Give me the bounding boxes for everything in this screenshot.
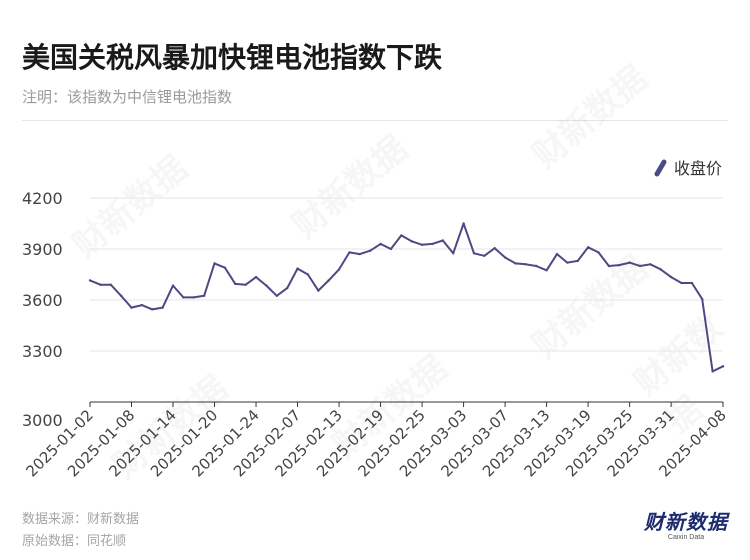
legend-swatch — [654, 159, 667, 177]
data-point — [285, 286, 289, 290]
y-tick-label: 4200 — [22, 189, 63, 208]
data-point — [628, 261, 631, 264]
data-point — [483, 254, 486, 257]
data-point — [441, 239, 445, 242]
data-point — [493, 246, 496, 250]
data-point — [254, 275, 258, 279]
page-title: 美国关税风暴加快锂电池指数下跌 — [22, 41, 443, 74]
data-point — [649, 263, 652, 266]
data-point — [192, 296, 195, 299]
data-point — [182, 296, 185, 299]
data-point — [379, 242, 382, 246]
data-point — [701, 297, 704, 301]
data-point — [130, 306, 133, 309]
data-point — [586, 246, 590, 249]
line-chart: 300033003600390042002025-01-022025-01-08… — [22, 159, 730, 480]
data-point — [524, 263, 528, 266]
data-point — [327, 279, 330, 282]
data-point — [462, 222, 465, 225]
data-point — [317, 289, 320, 292]
data-point — [451, 252, 455, 255]
data-point — [99, 283, 102, 286]
data-point — [566, 261, 569, 264]
chart-note: 注明：该指数为中信锂电池指数 — [22, 88, 233, 106]
data-point — [358, 252, 362, 256]
data-point — [171, 284, 175, 287]
data-point — [420, 243, 424, 246]
data-point — [234, 282, 237, 286]
original-data: 原始数据：同花顺 — [22, 534, 127, 549]
data-point — [265, 284, 268, 287]
data-point — [669, 275, 673, 279]
data-point — [680, 281, 683, 285]
data-point — [368, 249, 372, 252]
data-point — [140, 303, 144, 307]
y-tick-label: 3600 — [22, 291, 63, 310]
data-point — [244, 283, 247, 286]
data-point — [109, 283, 112, 286]
y-tick-label: 3300 — [22, 342, 63, 361]
data-point — [296, 267, 299, 270]
data-point — [223, 266, 227, 269]
y-tick-label: 3900 — [22, 240, 63, 259]
data-point — [690, 281, 694, 285]
data-point — [348, 251, 351, 254]
data-point — [638, 264, 642, 268]
caixin-data-logo: 财新数据 Caixin Data — [644, 511, 728, 542]
data-point — [514, 262, 517, 265]
y-tick-label: 3000 — [22, 411, 63, 430]
data-point — [151, 308, 154, 311]
data-point — [659, 268, 662, 271]
legend-label: 收盘价 — [674, 159, 722, 178]
data-point — [275, 294, 278, 297]
data-source: 数据来源：财新数据 — [22, 512, 140, 527]
data-point — [213, 262, 216, 265]
data-point — [119, 294, 123, 297]
data-point — [607, 264, 611, 268]
logo-text: 财新数据 — [644, 510, 728, 534]
data-point — [400, 234, 403, 237]
series-line — [89, 222, 724, 373]
data-point — [545, 269, 548, 272]
data-point — [576, 259, 579, 263]
data-point — [597, 251, 600, 254]
data-point — [472, 252, 476, 255]
data-point — [161, 306, 164, 309]
data-point — [711, 370, 714, 373]
divider — [22, 120, 728, 121]
data-point — [431, 242, 434, 246]
data-point — [555, 252, 559, 256]
data-point — [306, 273, 310, 276]
data-point — [337, 268, 341, 271]
data-point — [618, 263, 621, 267]
data-point — [410, 240, 413, 243]
data-point — [88, 279, 92, 282]
logo-subtext: Caixin Data — [667, 534, 705, 541]
data-point — [721, 365, 725, 368]
data-point — [535, 264, 538, 268]
data-point — [202, 294, 206, 297]
data-point — [503, 256, 507, 259]
data-point — [389, 247, 393, 251]
